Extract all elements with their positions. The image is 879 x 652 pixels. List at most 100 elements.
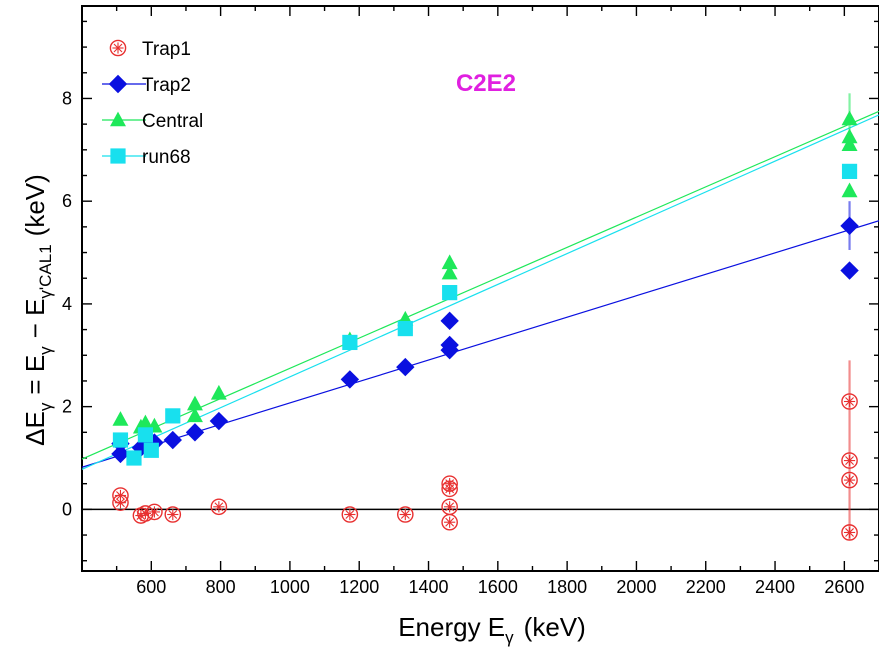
x-axis-title: Energy Eγ (keV): [398, 612, 586, 647]
point-trap1: [441, 480, 458, 498]
point-trap1: [341, 506, 359, 523]
y-tick-label: 0: [62, 499, 72, 519]
point-trap1-ring: [841, 524, 858, 541]
point-trap1-ring: [841, 471, 858, 489]
x-tick-label: 2200: [686, 577, 726, 597]
point-central: [841, 128, 858, 144]
point-trap2: [440, 311, 459, 331]
y-axis-title-sub1: γ: [36, 402, 55, 411]
y-tick-label: 2: [62, 397, 72, 417]
point-trap2: [209, 411, 229, 431]
point-central: [112, 411, 129, 426]
point-trap1-d2: [168, 510, 178, 519]
point-trap1-d2: [214, 502, 224, 512]
x-tick-label: 800: [206, 577, 236, 597]
x-axis-title-subscript: γ: [505, 628, 514, 647]
point-central: [186, 407, 203, 423]
point-trap1: [841, 471, 858, 489]
y-axis-title-minus: − E: [20, 299, 50, 339]
legend-marker-run68: [110, 148, 126, 164]
legend-marker-trap1: [109, 39, 127, 57]
point-trap1: [841, 524, 858, 541]
point-trap1-d2: [445, 517, 455, 527]
point-trap2: [163, 430, 182, 450]
y-axis-title-unit: (keV): [20, 174, 50, 236]
legend-marker-central: [110, 111, 126, 127]
fit-lines: [81, 110, 879, 470]
x-tick-label: 2400: [755, 577, 795, 597]
point-trap1: [164, 506, 182, 523]
point-trap1-d2: [845, 456, 854, 465]
point-central: [441, 254, 458, 270]
x-tick-label: 2000: [616, 577, 656, 597]
fit-line-run68: [81, 114, 879, 470]
point-central: [841, 136, 858, 151]
point-trap1: [146, 503, 163, 521]
y-tick-label: 4: [62, 294, 72, 314]
x-tick-label: 600: [136, 577, 166, 597]
point-run68: [165, 408, 181, 424]
legend-marker-trap1-ring: [109, 39, 127, 57]
legend-marker-trap1-d2: [113, 43, 123, 53]
point-trap2: [840, 216, 859, 236]
point-trap2: [840, 261, 859, 280]
point-trap1-d2: [445, 502, 455, 512]
point-central: [137, 414, 154, 430]
point-run68: [397, 320, 413, 337]
point-trap1-d2: [150, 507, 159, 517]
point-central: [841, 110, 858, 126]
point-trap1-d2: [400, 510, 410, 519]
point-trap1-ring: [441, 480, 458, 498]
point-trap1: [441, 513, 458, 531]
point-trap1-ring: [112, 494, 129, 511]
point-trap1-ring: [146, 503, 163, 521]
x-tick-label: 1400: [408, 577, 448, 597]
point-run68: [841, 163, 858, 179]
point-trap2: [185, 423, 205, 442]
point-trap1-d2: [845, 528, 854, 537]
point-trap1-d2: [345, 510, 355, 519]
y-axis-title-eq: = E: [20, 355, 50, 395]
legend-label-trap2: Trap2: [142, 75, 191, 96]
point-trap1-d2: [116, 498, 125, 508]
point-central: [841, 182, 858, 198]
legend-label-central: Central: [142, 111, 203, 132]
point-central: [186, 395, 203, 411]
point-trap1-ring: [210, 498, 228, 516]
data-points: [111, 110, 859, 541]
ticks: 600 800 1000 1200 1400 1600 1800 2000 2200 2400 26…: [62, 6, 879, 597]
point-central: [210, 384, 227, 400]
x-axis-title-main: Energy E: [398, 612, 505, 642]
y-tick-label: 6: [62, 191, 72, 211]
point-run68: [137, 427, 154, 443]
point-trap2: [340, 370, 360, 389]
legend: Trap1 Trap2 Central run68: [102, 39, 203, 168]
point-trap1-ring: [841, 393, 858, 410]
point-central: [441, 264, 458, 280]
legend-label-trap1: Trap1: [142, 39, 191, 60]
point-trap1: [112, 494, 129, 511]
point-run68: [126, 450, 142, 466]
point-trap1-d2: [445, 484, 455, 494]
point-trap1-ring: [441, 513, 458, 531]
point-trap1: [210, 498, 228, 516]
x-tick-label: 2600: [824, 577, 864, 597]
point-trap1-d2: [140, 509, 150, 518]
x-tick-label: 1800: [547, 577, 587, 597]
y-axis-title: ΔEγ= Eγ− Eγ'CAL1(keV): [20, 174, 55, 446]
point-trap1-d2: [845, 475, 854, 485]
point-trap1-ring: [341, 506, 359, 523]
x-tick-label: 1600: [478, 577, 518, 597]
y-axis-title-sub3: γ'CAL1: [36, 244, 55, 298]
y-axis-title-delta: ΔE: [20, 411, 50, 446]
point-run68: [442, 285, 458, 301]
point-trap1: [441, 498, 458, 516]
plot-frame: [81, 5, 879, 572]
x-tick-label: 1000: [270, 577, 310, 597]
point-trap1-ring: [841, 452, 858, 469]
legend-label-run68: run68: [142, 147, 191, 168]
point-trap2: [440, 340, 459, 360]
point-trap2: [111, 444, 130, 464]
point-trap1: [841, 393, 858, 410]
